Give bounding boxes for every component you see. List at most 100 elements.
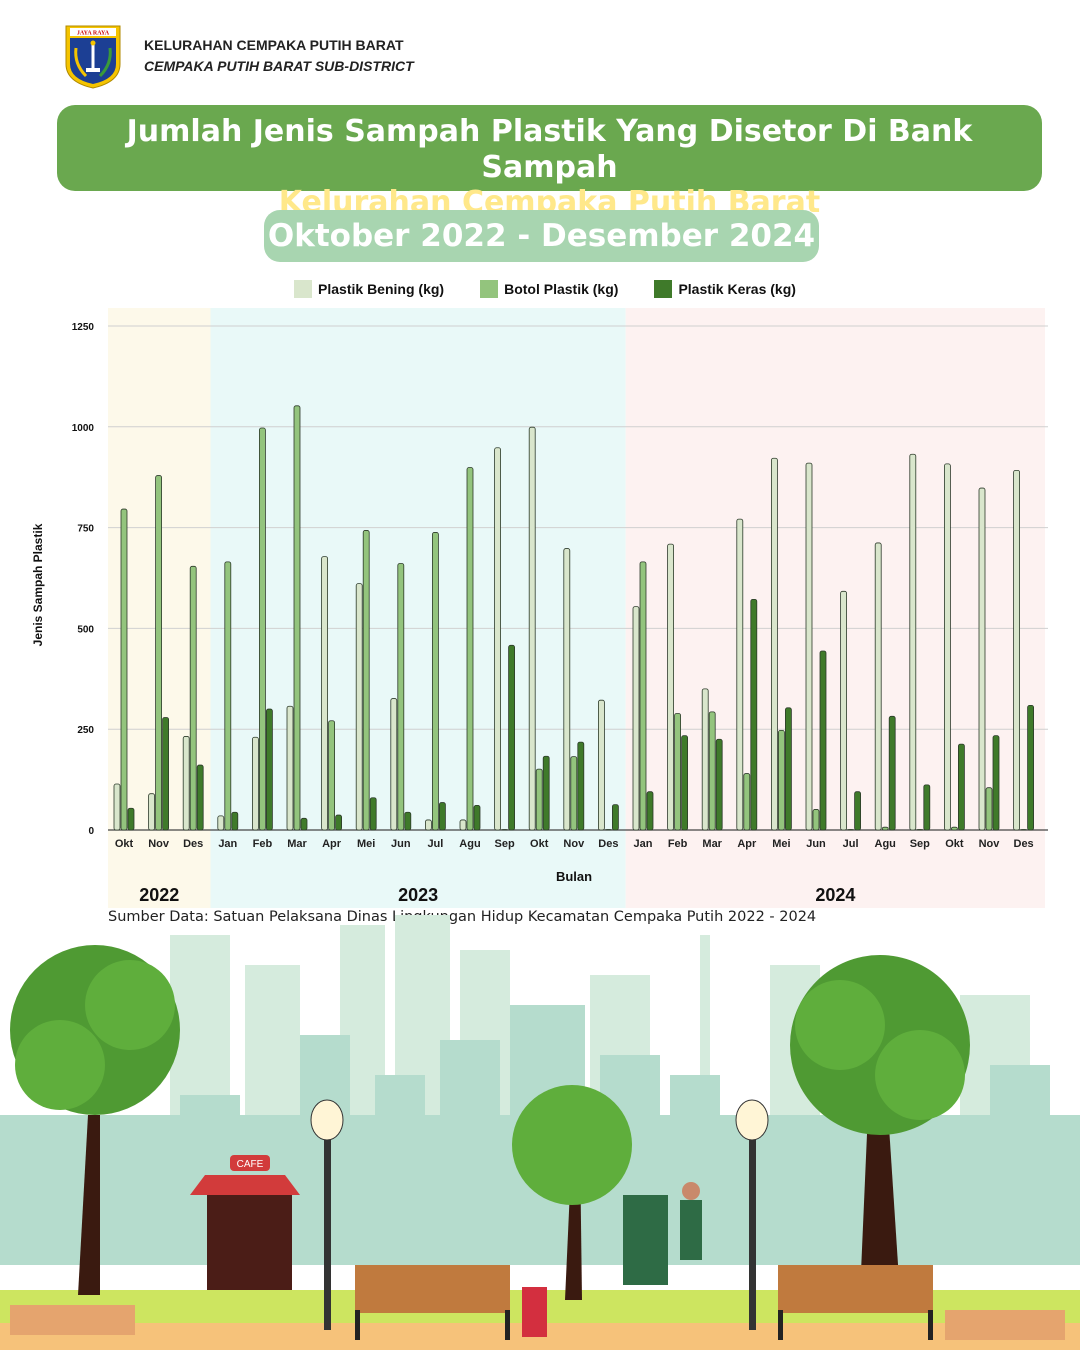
year-band-2023 [210, 308, 626, 908]
bar-bening [182, 736, 190, 831]
legend-item-keras: Plastik Keras (kg) [654, 280, 796, 298]
y-axis-title: Jenis Sampah Plastik [31, 523, 45, 646]
bar-botol [431, 532, 439, 831]
bar-bening [563, 548, 571, 831]
x-tick-label: Des [598, 838, 618, 850]
year-label: 2022 [139, 885, 179, 905]
bar-keras [404, 811, 412, 831]
bar-keras [612, 804, 619, 831]
bar-botol [881, 826, 889, 831]
bar-botol [293, 405, 301, 831]
y-tick-label: 500 [77, 624, 94, 635]
bar-bening [528, 426, 536, 831]
bar-keras [473, 805, 481, 831]
x-tick-label: Mei [357, 838, 375, 850]
bar-bening [424, 819, 432, 831]
x-tick-label: Nov [148, 838, 170, 850]
bar-botol [466, 467, 474, 831]
bar-bening [598, 699, 605, 831]
bar-botol [605, 829, 612, 831]
bar-keras [300, 817, 308, 831]
bar-chart: 0 250 500 750 1000 1250 2022 2023 2024 Okt Nov Des… [31, 308, 1048, 908]
bar-botol [743, 773, 751, 831]
bar-keras [888, 715, 896, 831]
bar-keras [646, 791, 654, 831]
bar-bening [667, 543, 674, 831]
x-tick-label: Jul [843, 838, 859, 850]
bar-keras [854, 791, 861, 831]
bench-left [355, 1265, 510, 1340]
x-tick-label: Mar [702, 838, 722, 850]
street-lamp-left [310, 1099, 344, 1330]
chart-legend: Plastik Bening (kg) Botol Plastik (kg) P… [0, 280, 1080, 298]
bar-botol [951, 826, 958, 831]
bar-botol [224, 561, 232, 831]
data-source-note: Sumber Data: Satuan Pelaksana Dinas Ling… [108, 909, 817, 925]
y-tick-label: 750 [77, 524, 94, 535]
y-tick-label: 0 [88, 826, 94, 837]
bar-botol [639, 561, 647, 831]
bar-botol [674, 713, 681, 831]
x-tick-label: Des [1014, 838, 1034, 850]
year-band-2024 [625, 308, 1045, 908]
x-tick-label: Mei [772, 838, 790, 850]
legend-label: Plastik Keras (kg) [678, 281, 796, 297]
x-tick-label: Feb [668, 838, 688, 850]
bar-bening [494, 447, 502, 831]
planter-right [945, 1310, 1065, 1340]
legend-swatch [654, 280, 673, 298]
bar-botol [501, 829, 509, 831]
bar-keras [715, 738, 723, 831]
bar-bening [217, 815, 225, 831]
bar-keras [162, 717, 170, 831]
bar-botol [570, 756, 578, 831]
bar-bening [355, 583, 363, 831]
x-tick-label: Sep [495, 838, 515, 850]
bar-bening [251, 736, 259, 831]
cafe-kiosk: CAFE [190, 1155, 300, 1290]
x-tick-label: Sep [910, 838, 930, 850]
bar-botol [535, 768, 543, 831]
bar-bening [632, 606, 640, 831]
bar-bening [286, 705, 294, 831]
bar-botol [985, 787, 993, 831]
bar-botol [847, 829, 854, 831]
x-tick-label: Jan [218, 838, 237, 850]
x-tick-label: Nov [563, 838, 585, 850]
bar-keras [438, 802, 446, 831]
jakarta-emblem-logo: JAYA RAYA [65, 25, 121, 89]
bar-botol [778, 730, 785, 831]
bar-botol [258, 427, 266, 831]
bar-botol [397, 563, 405, 831]
year-label: 2024 [815, 885, 855, 905]
legend-swatch [480, 280, 499, 298]
bar-bening [459, 819, 467, 831]
x-tick-label: Okt [530, 838, 549, 850]
title-line-1: Jumlah Jenis Sampah Plastik Yang Disetor… [126, 114, 973, 185]
bar-keras [992, 735, 1000, 831]
x-tick-label: Mar [287, 838, 307, 850]
period-badge: Oktober 2022 - Desember 2024 [264, 210, 819, 262]
legend-label: Botol Plastik (kg) [504, 281, 619, 297]
trash-bin [522, 1287, 547, 1337]
bar-botol [916, 829, 924, 831]
y-tick-label: 1250 [72, 322, 95, 333]
bar-bening [874, 542, 882, 831]
bar-bening [113, 783, 121, 831]
bar-keras [265, 708, 273, 831]
bar-keras [335, 814, 343, 831]
bar-bening [736, 518, 744, 831]
bar-keras [923, 784, 931, 831]
bar-keras [196, 764, 204, 831]
org-name-english: CEMPAKA PUTIH BARAT SUB-DISTRICT [144, 58, 414, 74]
bar-keras [508, 644, 516, 831]
x-tick-label: Nov [979, 838, 1001, 850]
park-city-illustration: CAFE [0, 915, 1080, 1350]
bar-keras [750, 598, 758, 831]
bar-bening [978, 487, 986, 831]
org-name: KELURAHAN CEMPAKA PUTIH BARAT [144, 37, 404, 53]
bar-bening [840, 590, 847, 831]
bar-keras [819, 650, 827, 831]
bar-keras [1027, 705, 1034, 831]
legend-swatch [294, 280, 313, 298]
